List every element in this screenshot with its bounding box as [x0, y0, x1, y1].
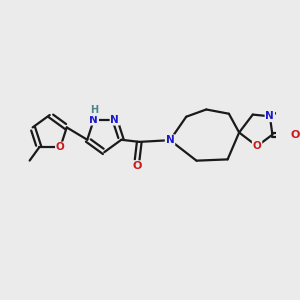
Text: N: N [110, 115, 119, 125]
Text: N: N [89, 115, 98, 125]
Text: O: O [253, 141, 261, 151]
Text: N: N [266, 111, 274, 121]
Text: O: O [291, 130, 300, 140]
Text: O: O [56, 142, 64, 152]
Text: H: H [90, 105, 98, 115]
Text: O: O [133, 161, 142, 171]
Text: N: N [166, 135, 174, 145]
